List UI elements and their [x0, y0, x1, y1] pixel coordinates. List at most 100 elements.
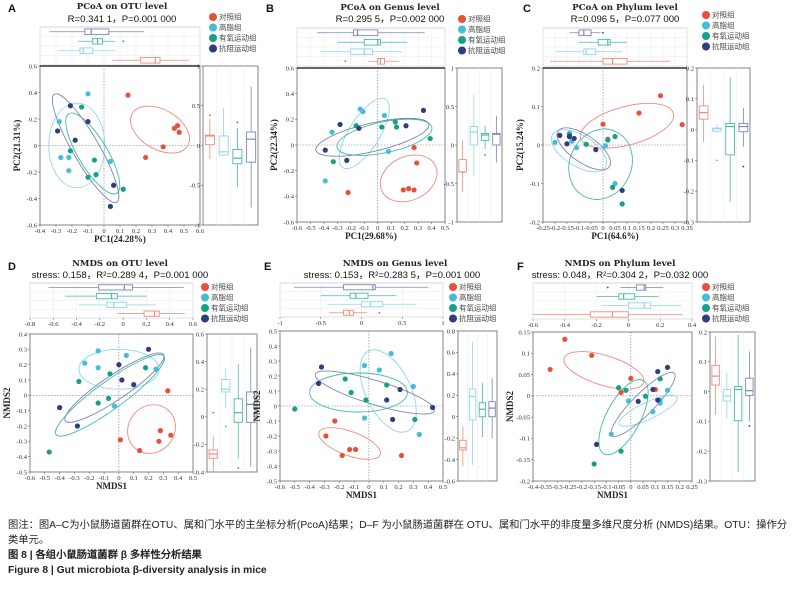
right-tick-label: -0.6 [445, 478, 456, 485]
y-tick-label: 0.2 [532, 65, 540, 72]
legend-marker [449, 314, 457, 323]
right-box-outlier [224, 425, 227, 428]
data-point [361, 362, 368, 369]
x-tick-label: 0.25 [686, 484, 698, 491]
data-point [347, 446, 353, 453]
x-tick-label: -0.6 [292, 225, 303, 232]
legend-marker [458, 25, 466, 34]
data-point [398, 452, 405, 459]
legend-label: 高脂组 [219, 22, 242, 32]
y-tick-label: 0.6 [286, 65, 295, 72]
right-box [711, 364, 720, 386]
x-tick-label: 0 [367, 484, 371, 491]
x-tick-label: -0.1 [601, 484, 611, 491]
data-point [107, 203, 113, 210]
top-tick-label: 0.2 [142, 321, 150, 328]
panel-stats: R=0.096 5，P=0.077 000 [571, 14, 680, 25]
data-point [390, 416, 396, 423]
top-tick-label: 0.5 [398, 320, 407, 327]
panel-title: PCoA on OTU level [77, 2, 168, 12]
y-tick-label: -0.1 [520, 436, 530, 443]
confidence-ellipse [618, 394, 678, 427]
right-box-outlier [212, 411, 215, 414]
data-point [385, 148, 392, 155]
data-point [628, 375, 634, 382]
right-tick-label: 0 [704, 389, 708, 396]
confidence-ellipse [598, 379, 649, 456]
right-box [745, 377, 754, 396]
data-point [143, 154, 149, 161]
data-point [85, 174, 91, 180]
data-point [95, 400, 101, 406]
data-point [55, 128, 61, 134]
x-tick-label: 0.35 [681, 225, 693, 232]
data-point [650, 409, 656, 415]
top-box [578, 29, 592, 37]
x-tick-label: -0.3 [319, 484, 330, 491]
y-tick-label: -0.1 [17, 408, 27, 415]
x-tick-label: -0.2 [67, 228, 77, 235]
data-point [623, 387, 629, 393]
data-point [397, 386, 403, 393]
x-tick-label: -0.1 [359, 225, 369, 232]
confidence-ellipse [568, 128, 633, 200]
top-box [98, 284, 133, 291]
top-box [350, 48, 373, 56]
right-tick-label: -0.3 [697, 478, 708, 485]
data-point [91, 157, 97, 163]
confidence-ellipse [127, 404, 176, 454]
top-tick-label: 0.2 [656, 322, 664, 329]
data-point [411, 144, 417, 151]
y-tick-label: 0 [274, 403, 278, 410]
top-tick-label: -0.6 [528, 322, 539, 329]
y-tick-label: 0.4 [29, 90, 38, 97]
top-tick-label: 0 [627, 322, 631, 329]
top-box-outlier [606, 286, 609, 289]
panel-letter: F [517, 261, 524, 273]
top-box [635, 284, 647, 291]
right-tick-label: 1 [197, 63, 200, 70]
legend-label: 有氧运动组 [712, 31, 750, 41]
y-tick-label: 0.2 [19, 362, 27, 369]
right-box [725, 122, 735, 156]
data-point [412, 416, 418, 423]
x-tick-label: 0.6 [196, 228, 205, 235]
x-tick-label: 0.2 [676, 484, 684, 491]
confidence-ellipse [64, 352, 165, 423]
data-point [552, 139, 558, 145]
y-tick-label: -0.1 [530, 181, 540, 188]
top-tick-label: -0.2 [95, 321, 105, 328]
x-tick-label: 0.1 [651, 484, 659, 491]
right-tick-label: 0 [451, 142, 455, 149]
right-tick-label: -0.3 [684, 219, 695, 226]
right-tick-label: 0.2 [447, 393, 455, 400]
data-point [379, 124, 385, 130]
x-tick-label: -0.25 [536, 225, 550, 232]
right-box [712, 127, 722, 132]
right-tick-label: 0.1 [686, 96, 694, 103]
x-tick-label: -0.4 [35, 228, 46, 235]
y-tick-label: -0.4 [284, 194, 295, 201]
x-tick-label: 0.5 [189, 475, 198, 482]
panel-title: PCoA on Genus level [340, 3, 440, 13]
right-tick-label: 0.5 [192, 103, 201, 110]
y-axis-label: NMDS2 [2, 387, 12, 418]
x-tick-label: -0.05 [584, 225, 598, 232]
top-tick-label: -0.4 [71, 321, 82, 328]
y-tick-label: -0.4 [27, 196, 38, 203]
data-point [400, 187, 406, 193]
right-tick-label: -1 [195, 222, 201, 229]
legend-marker [201, 314, 209, 323]
data-point [642, 393, 649, 399]
right-tick-label: 0.2 [699, 329, 707, 336]
panel-letter: B [266, 3, 274, 15]
legend-label: 有氧运动组 [712, 303, 750, 313]
x-tick-label: 0 [629, 484, 633, 491]
data-point [658, 93, 664, 99]
data-point [111, 403, 118, 409]
legend-label: 高脂组 [712, 20, 735, 30]
x-tick-label: -0.5 [40, 475, 51, 482]
x-tick-label: 0.4 [164, 228, 173, 235]
data-point [153, 366, 159, 372]
